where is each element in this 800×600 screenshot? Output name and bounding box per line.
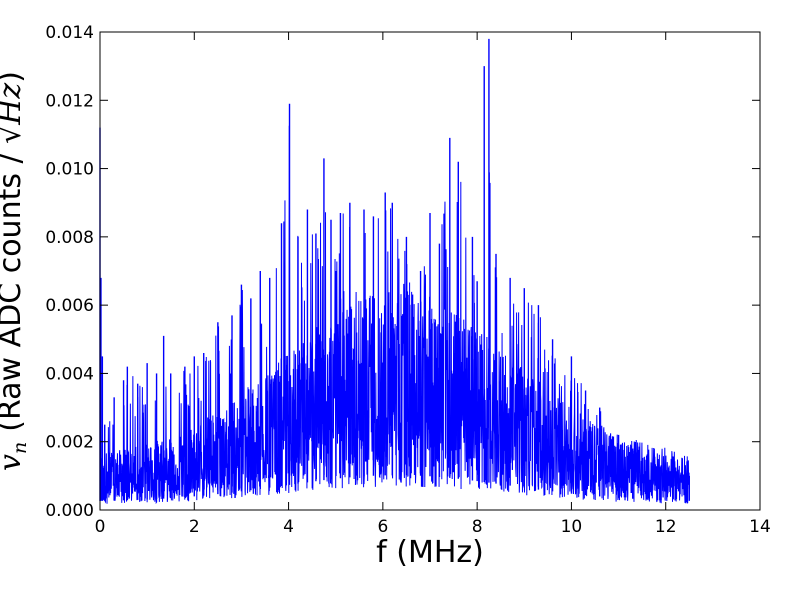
y-axis-label-unit: Hz — [0, 83, 28, 126]
y-axis-label-root: √ — [0, 124, 28, 144]
x-tick-label: 8 — [472, 517, 483, 537]
x-tick-label: 6 — [377, 517, 388, 537]
y-tick-label: 0.004 — [45, 364, 94, 384]
x-tick-label: 2 — [189, 517, 200, 537]
x-axis: 0 2 4 6 8 10 12 14 — [95, 32, 771, 537]
y-axis: 0.000 0.002 0.004 0.006 0.008 0.010 0.012 0.014 — [45, 23, 760, 521]
y-tick-label: 0.002 — [45, 433, 94, 453]
x-tick-label: 4 — [283, 517, 294, 537]
y-axis-label-text: (Raw ADC counts / — [0, 144, 28, 432]
x-tick-label: 14 — [749, 517, 771, 537]
y-tick-label: 0.010 — [45, 160, 94, 180]
y-tick-label: 0.008 — [45, 228, 94, 248]
x-tick-label: 10 — [561, 517, 583, 537]
y-axis-label: vn (Raw ADC counts / √Hz) — [0, 71, 31, 471]
y-axis-label-subscript: n — [9, 442, 31, 454]
plot-frame — [99, 31, 761, 511]
y-tick-label: 0.012 — [45, 91, 94, 111]
x-axis-label: f (MHz) — [376, 535, 484, 570]
y-tick-label: 0.014 — [45, 23, 94, 43]
y-tick-label: 0.006 — [45, 296, 94, 316]
y-axis-label-close: ) — [0, 71, 28, 83]
x-tick-label: 12 — [655, 517, 677, 537]
spectrum-line-group — [99, 38, 690, 505]
y-tick-label: 0.000 — [45, 501, 94, 521]
y-axis-label-symbol: v — [0, 454, 28, 471]
spectrum-line — [99, 125, 690, 505]
x-tick-label: 0 — [95, 517, 106, 537]
